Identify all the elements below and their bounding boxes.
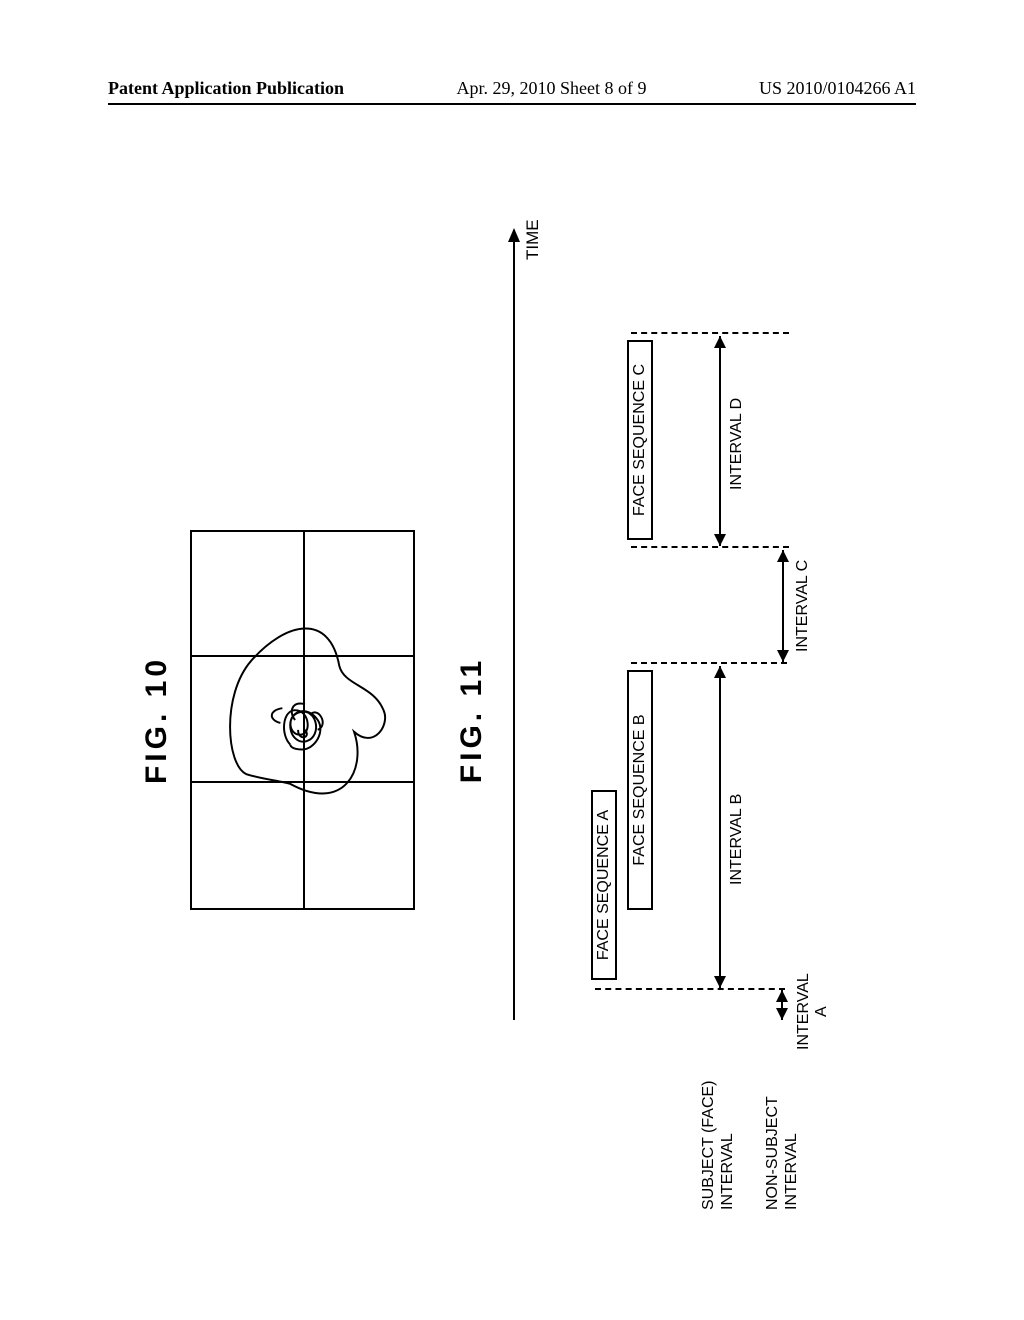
page-header: Patent Application Publication Apr. 29, … [108,78,916,105]
time-axis-label: TIME [523,219,543,260]
header-left: Patent Application Publication [108,78,344,99]
interval-b-label: INTERVAL B [727,794,746,885]
face-sequence-a-box: FACE SEQUENCE A [591,790,617,980]
face-sequence-b-box: FACE SEQUENCE B [627,670,653,910]
time-axis [513,230,515,1020]
face-sequence-c-box: FACE SEQUENCE C [627,340,653,540]
row-subject-label: SUBJECT (FACE)INTERVAL [699,1081,737,1211]
header-right: US 2010/0104266 A1 [759,78,916,99]
interval-b-arrow [719,666,721,988]
header-center: Apr. 29, 2010 Sheet 8 of 9 [457,78,647,99]
fig11-timeline-diagram: TIME FACE SEQUENCE A FACE SEQUENCE B FAC… [499,220,829,1220]
interval-c-label: INTERVAL C [793,560,812,652]
interval-d-label: INTERVAL D [727,398,746,490]
fig11-title: FIG. 11 [455,170,489,1270]
row-nonsubject-label: NON-SUBJECTINTERVAL [763,1096,801,1210]
interval-c-arrow [782,550,784,662]
interval-a-arrow [781,990,783,1020]
figure-page-rotated: FIG. 10 FIG. 11 TIME FACE SEQUENCE A FAC… [132,170,892,1270]
fig10-grid [190,530,415,910]
interval-d-arrow [719,336,721,546]
fig10-trajectory-icon [192,532,413,908]
dash-d-start [631,546,789,548]
dash-d-end [631,332,789,334]
interval-a-label: INTERVALA [795,973,830,1050]
dash-b-end [631,662,787,664]
fig10-title: FIG. 10 [140,170,174,1270]
dash-b-start [595,988,785,990]
